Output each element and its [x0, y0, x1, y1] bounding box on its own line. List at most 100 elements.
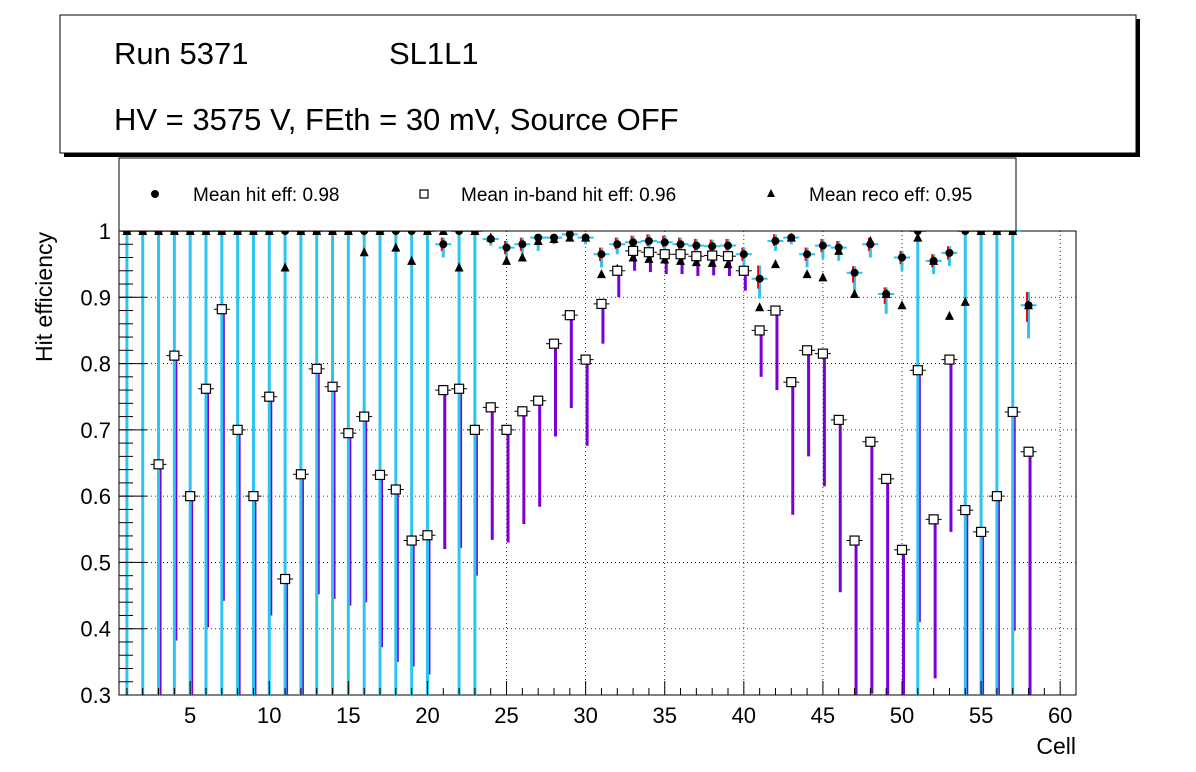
inband-marker	[896, 544, 908, 555]
inband-marker	[786, 377, 797, 388]
x-tick-label: 40	[732, 703, 756, 728]
hit-marker	[724, 241, 732, 250]
hit-marker	[866, 240, 875, 249]
hit-marker	[1024, 301, 1033, 310]
inband-marker	[659, 249, 670, 260]
inband-marker	[801, 345, 813, 356]
inband-marker	[533, 395, 544, 406]
inband-marker	[707, 250, 718, 261]
inband-marker	[833, 414, 844, 426]
inband-marker	[580, 354, 591, 365]
hit-marker	[581, 233, 590, 242]
inband-marker	[865, 436, 876, 447]
inband-marker	[438, 384, 449, 396]
inband-marker	[1023, 446, 1034, 457]
inband-marker	[279, 573, 291, 585]
x-tick-label: 20	[415, 703, 439, 728]
hit-marker	[644, 236, 653, 245]
inband-marker	[248, 491, 259, 502]
reco-marker	[596, 269, 606, 279]
hit-marker	[708, 242, 717, 251]
hit-marker	[534, 233, 543, 242]
inband-marker	[849, 535, 860, 546]
inband-marker	[754, 325, 765, 336]
inband-marker	[153, 459, 164, 470]
run-label: Run 5371	[114, 36, 248, 71]
hit-marker	[613, 240, 622, 249]
reco-marker	[913, 232, 923, 242]
layer-label: SL1L1	[389, 36, 479, 71]
hit-marker	[929, 256, 938, 265]
conditions-label: HV = 3575 V, FEth = 30 mV, Source OFF	[114, 102, 679, 137]
inband-marker	[343, 428, 354, 439]
y-axis-title: Hit efficiency	[31, 232, 57, 362]
axis-ticks: 5 10 15 20 25 30 35 40 45 50 55 60 0.3 0.4 0.5 0.6 0.7 0.…	[80, 219, 1077, 728]
reco-marker	[818, 272, 828, 282]
inband-marker	[991, 491, 1003, 502]
inband-marker	[422, 530, 433, 541]
reco-marker	[517, 252, 527, 262]
reco-marker	[359, 247, 369, 257]
hit-marker	[629, 238, 638, 247]
inband-marker	[675, 249, 686, 260]
reco-marker	[676, 255, 686, 265]
hit-marker	[850, 268, 859, 277]
y-tick-label: 0.5	[80, 550, 111, 575]
inband-marker	[564, 310, 575, 321]
inband-marker	[185, 491, 196, 502]
reco-marker	[960, 296, 970, 306]
inband-marker	[944, 354, 955, 365]
x-tick-label: 25	[494, 703, 518, 728]
inband-marker	[390, 484, 401, 495]
hit-marker	[550, 233, 558, 242]
inband-marker	[216, 304, 227, 315]
inband-marker	[264, 391, 275, 402]
inband-marker	[359, 411, 370, 422]
legend-reco-marker	[767, 189, 775, 197]
inband-marker	[881, 473, 892, 485]
hit-marker	[787, 233, 796, 242]
inband-marker	[912, 365, 923, 376]
reco-marker	[707, 257, 717, 267]
hit-marker	[502, 243, 511, 252]
hit-marker	[597, 250, 606, 259]
hit-marker	[439, 240, 448, 249]
title-box-frame	[59, 14, 1137, 154]
reco-marker	[391, 242, 401, 252]
hit-marker	[834, 243, 843, 252]
inband-marker	[295, 469, 307, 480]
inband-marker	[960, 504, 971, 516]
inband-marker	[627, 245, 639, 256]
inband-marker	[485, 402, 496, 413]
legend-box	[118, 157, 1017, 232]
hit-marker	[692, 241, 701, 250]
reco-marker	[628, 252, 638, 262]
reco-marker	[454, 262, 464, 272]
inband-marker	[374, 469, 386, 481]
inband-marker	[975, 526, 987, 538]
inband-marker	[311, 363, 322, 374]
reco-marker	[502, 255, 512, 265]
inband-marker	[596, 298, 607, 310]
legend-hit-marker	[151, 190, 159, 198]
hit-marker	[803, 250, 812, 259]
x-tick-label: 15	[336, 703, 360, 728]
x-tick-label: 30	[573, 703, 597, 728]
inband-marker	[232, 424, 243, 435]
y-tick-label: 0.7	[80, 418, 111, 443]
reco-marker	[280, 262, 290, 272]
hit-marker	[771, 236, 780, 245]
legend-reco-label: Mean reco eff: 0.95	[809, 185, 972, 206]
inband-marker	[691, 251, 702, 262]
x-tick-label: 10	[257, 703, 281, 728]
reco-marker	[755, 302, 765, 312]
x-tick-label: 45	[811, 703, 835, 728]
y-tick-label: 0.8	[80, 352, 111, 377]
hit-marker	[486, 234, 495, 243]
y-tick-label: 1	[99, 219, 111, 244]
inband-marker	[722, 251, 734, 262]
reco-marker	[644, 253, 654, 263]
y-tick-label: 0.4	[80, 617, 111, 642]
reco-marker	[407, 255, 417, 265]
